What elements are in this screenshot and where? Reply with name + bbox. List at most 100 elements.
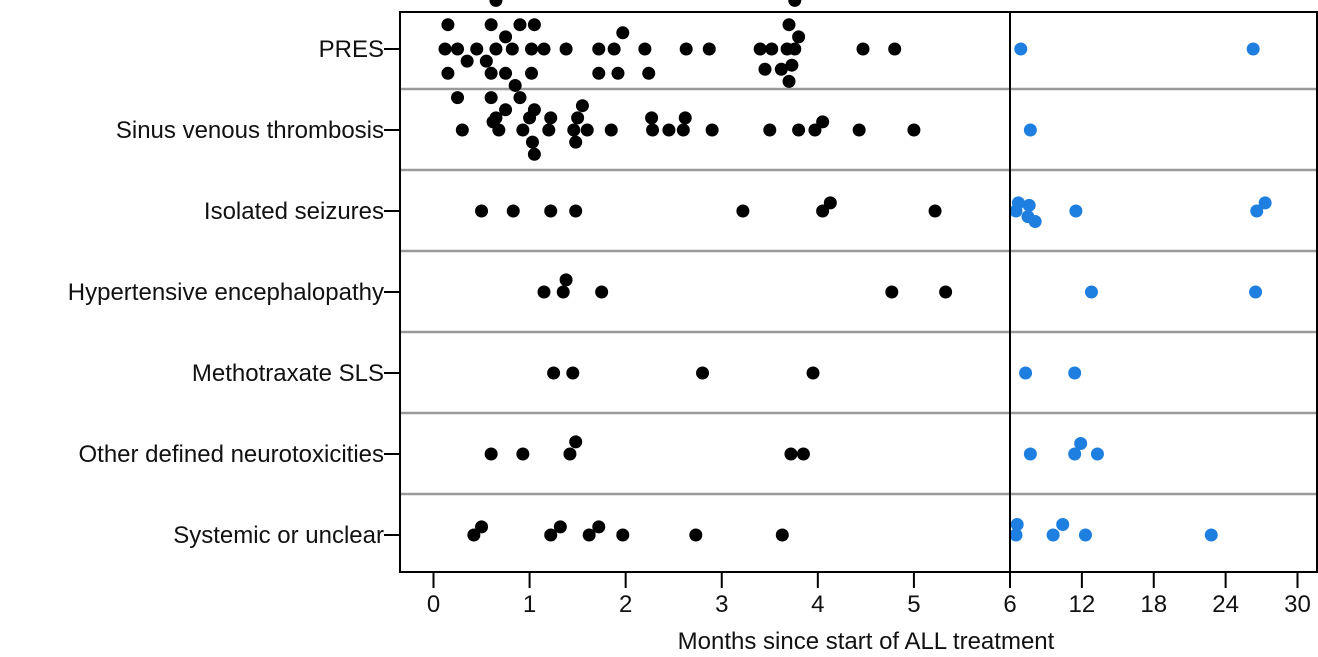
early-points <box>438 0 953 542</box>
data-point <box>788 0 802 7</box>
late-data-point <box>1022 198 1036 212</box>
x-axis: 0 1 2 3 4 5 6 12 18 24 30 <box>427 572 1311 618</box>
data-point <box>736 204 750 218</box>
data-point <box>527 147 541 161</box>
data-point <box>808 123 822 137</box>
data-point <box>796 447 810 461</box>
category-label: Hypertensive encephalopathy <box>68 279 384 306</box>
data-point <box>765 42 779 56</box>
data-point <box>544 204 558 218</box>
data-point <box>580 123 594 137</box>
data-point <box>489 0 503 7</box>
data-point <box>784 447 798 461</box>
data-point <box>852 123 866 137</box>
data-point <box>559 273 573 287</box>
late-data-point <box>1056 517 1070 531</box>
data-point <box>438 42 452 56</box>
late-points <box>1009 42 1272 542</box>
late-data-point <box>1250 204 1264 218</box>
data-point <box>544 111 558 125</box>
data-point <box>816 115 830 129</box>
data-point <box>527 18 541 32</box>
data-point <box>592 66 606 80</box>
data-point <box>792 30 806 44</box>
data-point <box>823 196 837 210</box>
late-data-point <box>1010 517 1024 531</box>
data-point <box>499 103 513 117</box>
data-point <box>646 123 660 137</box>
data-point <box>505 42 519 56</box>
late-data-point <box>1009 204 1023 218</box>
data-point <box>553 520 567 534</box>
x-tick-label: 0 <box>427 591 440 618</box>
late-data-point <box>1009 528 1023 542</box>
data-point <box>516 447 530 461</box>
data-point <box>525 42 539 56</box>
data-point <box>525 66 539 80</box>
data-point <box>569 135 583 149</box>
data-point <box>792 123 806 137</box>
data-point <box>607 42 621 56</box>
late-data-point <box>1068 447 1082 461</box>
data-point <box>569 204 583 218</box>
data-point <box>928 204 942 218</box>
data-point <box>467 528 481 542</box>
data-point <box>785 58 799 72</box>
data-point <box>475 204 489 218</box>
data-point <box>705 123 719 137</box>
data-point <box>484 91 498 105</box>
data-point <box>616 26 630 40</box>
data-point <box>525 135 539 149</box>
data-point <box>492 123 506 137</box>
late-data-point <box>1258 196 1272 210</box>
late-data-point <box>1014 42 1028 56</box>
data-point <box>569 435 583 449</box>
data-point <box>907 123 921 137</box>
data-point <box>662 123 676 137</box>
data-point <box>642 66 656 80</box>
data-point <box>856 42 870 56</box>
data-point <box>470 42 484 56</box>
category-label: Sinus venous thrombosis <box>116 117 384 144</box>
x-tick-label: 30 <box>1284 591 1311 618</box>
x-tick-label: 18 <box>1140 591 1167 618</box>
late-data-point <box>1084 285 1098 299</box>
late-data-point <box>1246 42 1260 56</box>
category-label: PRES <box>319 36 384 63</box>
data-point <box>885 285 899 299</box>
late-data-point <box>1028 215 1042 229</box>
data-point <box>489 42 503 56</box>
data-point <box>702 42 716 56</box>
data-point <box>499 30 513 44</box>
x-tick-label: 6 <box>1003 591 1016 618</box>
data-point <box>451 91 465 105</box>
data-point <box>689 528 703 542</box>
y-axis: PRES Sinus venous thrombosis Isolated seiz… <box>68 36 400 549</box>
late-data-point <box>1068 366 1082 380</box>
data-point <box>645 111 659 125</box>
x-tick-label: 2 <box>619 591 632 618</box>
category-label: Methotraxate SLS <box>192 360 384 387</box>
x-tick-label: 24 <box>1212 591 1239 618</box>
late-data-point <box>1023 447 1037 461</box>
data-point <box>753 42 767 56</box>
data-point <box>782 18 796 32</box>
late-data-point <box>1078 528 1092 542</box>
data-point <box>939 285 953 299</box>
data-point <box>479 54 493 68</box>
data-point <box>696 366 710 380</box>
data-point <box>638 42 652 56</box>
data-point <box>575 99 589 113</box>
data-point <box>556 285 570 299</box>
data-point <box>537 42 551 56</box>
data-point <box>775 528 789 542</box>
x-tick-label: 1 <box>523 591 536 618</box>
late-data-point <box>1249 285 1263 299</box>
data-point <box>563 447 577 461</box>
data-point <box>523 111 537 125</box>
data-point <box>616 528 630 542</box>
row-separators <box>400 87 1317 496</box>
late-data-point <box>1023 123 1037 137</box>
data-point <box>484 18 498 32</box>
